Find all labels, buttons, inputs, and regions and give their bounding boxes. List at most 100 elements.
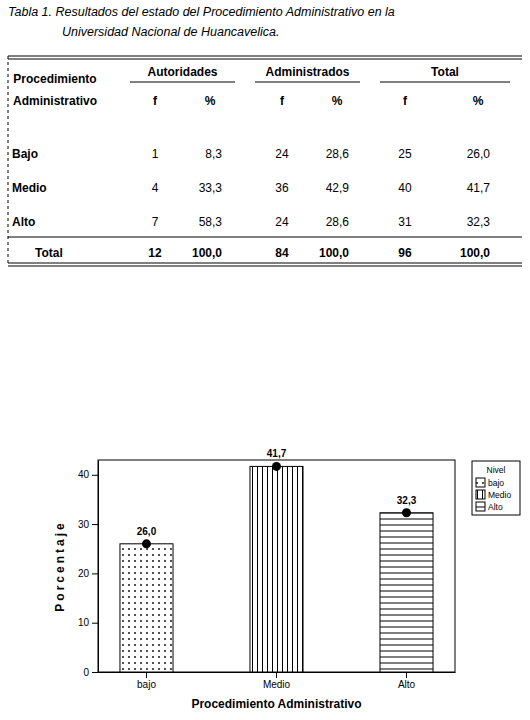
legend-swatch xyxy=(476,478,485,487)
y-tick-label: 10 xyxy=(78,617,90,628)
cell: 24 xyxy=(275,147,289,161)
header-sub: f xyxy=(153,94,158,108)
table-title: Tabla 1. Resultados del estado del Proce… xyxy=(8,5,395,19)
legend-label: bajo xyxy=(488,478,504,488)
cell: 100,0 xyxy=(319,246,349,260)
cell: 24 xyxy=(275,215,289,229)
y-tick-label: 20 xyxy=(78,568,90,579)
x-axis: bajo Medio Alto xyxy=(99,672,456,690)
table-rule xyxy=(380,82,510,83)
y-tick-mark xyxy=(92,623,98,624)
header-sub: f xyxy=(403,94,408,108)
y-tick-label: 0 xyxy=(83,667,89,678)
y-tick: 40 xyxy=(78,469,98,480)
point xyxy=(272,462,281,471)
y-tick-mark xyxy=(92,672,98,673)
cell: 25 xyxy=(398,147,412,161)
data-label: 26,0 xyxy=(137,526,157,537)
x-tick-mark xyxy=(146,672,147,678)
y-tick-mark xyxy=(92,573,98,574)
cell: 33,3 xyxy=(199,181,223,195)
header-group: Administrados xyxy=(265,65,349,79)
page: Tabla 1. Resultados del estado del Proce… xyxy=(0,0,530,720)
legend-box xyxy=(472,461,520,515)
cell: 42,9 xyxy=(326,181,350,195)
y-tick-mark xyxy=(92,475,98,476)
row-label: Medio xyxy=(12,181,47,195)
table-rule xyxy=(8,237,522,238)
x-tick-mark xyxy=(276,672,277,678)
table-rule xyxy=(8,266,522,267)
y-tick: 20 xyxy=(78,568,98,579)
table-rule xyxy=(8,263,522,264)
x-tick-label: Medio xyxy=(263,679,291,690)
cell: 32,3 xyxy=(467,215,491,229)
table-rule xyxy=(8,56,9,266)
y-tick: 30 xyxy=(78,519,98,530)
y-axis: 0 10 20 30 40 xyxy=(78,461,99,678)
legend-title: Nivel xyxy=(487,465,506,475)
cell: 84 xyxy=(275,246,289,260)
cell: 8,3 xyxy=(205,147,222,161)
points xyxy=(142,462,411,548)
cell: 41,7 xyxy=(467,181,491,195)
point xyxy=(402,508,411,517)
row-label: Total xyxy=(35,246,63,260)
legend-swatch xyxy=(476,502,485,511)
cell: 1 xyxy=(152,147,159,161)
table: Tabla 1. Resultados del estado del Proce… xyxy=(8,5,522,266)
x-tick: bajo xyxy=(137,672,156,690)
table-title: Universidad Nacional de Huancavelica. xyxy=(62,25,279,39)
legend-label: Medio xyxy=(488,490,511,500)
point xyxy=(142,539,151,548)
y-tick-label: 40 xyxy=(78,469,90,480)
cell: 36 xyxy=(275,181,289,195)
x-tick-label: bajo xyxy=(137,679,156,690)
legend: Nivel bajo Medio Alto xyxy=(472,461,520,515)
y-axis-line xyxy=(98,461,99,673)
cell: 28,6 xyxy=(326,147,350,161)
x-tick: Medio xyxy=(263,672,291,690)
bar xyxy=(120,544,173,672)
bars xyxy=(120,466,433,672)
cell: 4 xyxy=(152,181,159,195)
plot-frame xyxy=(98,460,455,672)
table-rule xyxy=(130,82,235,83)
cell: 100,0 xyxy=(460,246,490,260)
cell: 12 xyxy=(148,246,162,260)
cell: 28,6 xyxy=(326,215,350,229)
legend-swatch xyxy=(476,490,485,499)
cell: 7 xyxy=(152,215,159,229)
y-tick: 0 xyxy=(83,667,98,678)
cell: 96 xyxy=(398,246,412,260)
table-rule xyxy=(255,82,360,83)
cell: 26,0 xyxy=(467,147,491,161)
cell: 31 xyxy=(398,215,412,229)
x-tick: Alto xyxy=(398,672,416,690)
x-tick-label: Alto xyxy=(398,679,416,690)
cell: 40 xyxy=(398,181,412,195)
cell: 58,3 xyxy=(199,215,223,229)
data-label: 41,7 xyxy=(267,448,287,459)
header-label: Procedimiento xyxy=(13,72,96,86)
header-group: Autoridades xyxy=(147,65,217,79)
bar xyxy=(250,466,303,672)
y-tick-mark xyxy=(92,524,98,525)
cell: 100,0 xyxy=(192,246,222,260)
chart: 26,0 41,7 32,3 0 10 20 30 40 bajo Medio Alto Proced… xyxy=(53,448,520,711)
header-sub: % xyxy=(205,94,216,108)
row-label: Alto xyxy=(12,215,35,229)
legend-label: Alto xyxy=(488,502,503,512)
table-rule xyxy=(8,56,522,57)
header-sub: f xyxy=(280,94,285,108)
header-sub: % xyxy=(473,94,484,108)
x-axis-title: Procedimiento Administrativo xyxy=(191,697,361,711)
header-sub: % xyxy=(332,94,343,108)
row-label: Bajo xyxy=(12,147,38,161)
y-tick-label: 30 xyxy=(78,519,90,530)
data-label: 32,3 xyxy=(397,495,417,506)
y-axis-title: Porcentaje xyxy=(53,520,67,611)
y-tick: 10 xyxy=(78,617,98,628)
header-group: Total xyxy=(431,65,459,79)
table-rule xyxy=(8,59,522,60)
